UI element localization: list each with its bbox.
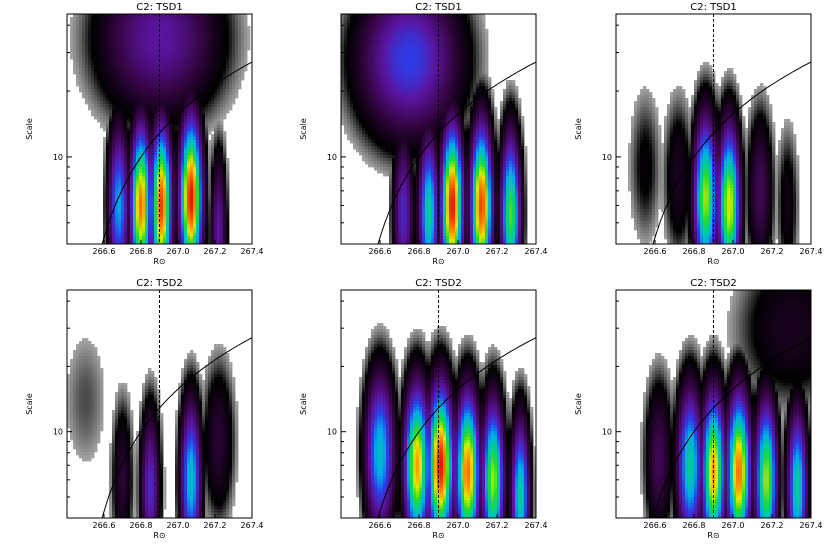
y-tick-label: 10 xyxy=(602,428,612,437)
y-tick-label: 10 xyxy=(327,153,337,162)
panel-5: C2: TSD2 266.6 266.8 267.0 267.2 267.4 R⊙ 10 Sca… xyxy=(299,278,548,540)
plot-frame xyxy=(66,13,253,245)
power-field xyxy=(341,14,528,244)
x-tick-label: 266.8 xyxy=(683,521,706,530)
panel-title: C2: TSD2 xyxy=(415,278,461,289)
x-tick-label: 267.0 xyxy=(167,247,190,256)
y-tick-label: 10 xyxy=(327,428,337,437)
panel-title: C2: TSD2 xyxy=(136,278,182,289)
plot-frame xyxy=(340,13,537,245)
x-tick-label: 266.6 xyxy=(93,247,116,256)
x-tick-label: 267.2 xyxy=(486,521,509,530)
x-tick-label: 266.6 xyxy=(644,521,667,530)
panel-1: C2: TSD1 266.6 266.8 267.0 267.2 267.4 R⊙ 10 Sca… xyxy=(25,2,264,266)
y-axis-label: Scale xyxy=(299,393,308,415)
x-tick-label: 267.2 xyxy=(204,521,227,530)
x-tick-label: 267.2 xyxy=(486,247,509,256)
y-tick-label: 10 xyxy=(602,153,612,162)
cone-of-influence-curve xyxy=(652,61,811,244)
power-field xyxy=(67,338,239,518)
x-tick-label: 267.0 xyxy=(447,247,470,256)
x-tick-label: 267.4 xyxy=(800,247,823,256)
y-axis-label: Scale xyxy=(574,393,583,415)
y-axis-label: Scale xyxy=(25,393,34,415)
y-axis-label: Scale xyxy=(574,118,583,140)
x-axis-label: R⊙ xyxy=(153,531,165,540)
plot-frame xyxy=(66,289,253,519)
x-tick-label: 267.0 xyxy=(722,521,745,530)
y-tick-label: 10 xyxy=(53,153,63,162)
x-tick-label: 267.4 xyxy=(525,521,548,530)
cone-of-influence-curve xyxy=(652,337,811,518)
x-axis-label: R⊙ xyxy=(707,257,719,266)
x-tick-label: 266.8 xyxy=(408,247,431,256)
panel-4: C2: TSD2 266.6 266.8 267.0 267.2 267.4 R⊙ 10 Sca… xyxy=(25,278,264,540)
y-axis-label: Scale xyxy=(299,118,308,140)
panel-3: C2: TSD1 266.6 266.8 267.0 267.2 267.4 R⊙ 10 Sca… xyxy=(574,2,823,266)
panel-title: C2: TSD1 xyxy=(136,2,182,13)
panel-2: C2: TSD1 266.6 266.8 267.0 267.2 267.4 R⊙ 10 Sca… xyxy=(299,2,548,266)
x-axis-label: R⊙ xyxy=(432,257,444,266)
x-tick-label: 267.4 xyxy=(241,521,264,530)
x-tick-label: 267.4 xyxy=(241,247,264,256)
plot-frame xyxy=(615,13,812,245)
cone-of-influence-curve xyxy=(377,337,536,518)
y-axis-label: Scale xyxy=(25,118,34,140)
x-tick-label: 266.6 xyxy=(644,247,667,256)
x-tick-label: 267.4 xyxy=(800,521,823,530)
x-tick-label: 266.8 xyxy=(683,247,706,256)
plot-frame xyxy=(340,289,537,519)
x-tick-label: 266.8 xyxy=(130,247,153,256)
x-axis-label: R⊙ xyxy=(707,531,719,540)
x-tick-label: 267.4 xyxy=(525,247,548,256)
x-tick-label: 266.6 xyxy=(369,247,392,256)
plot-frame xyxy=(615,289,812,519)
x-axis-label: R⊙ xyxy=(432,531,444,540)
panel-title: C2: TSD1 xyxy=(415,2,461,13)
cone-of-influence-curve xyxy=(101,337,252,518)
x-tick-label: 267.0 xyxy=(447,521,470,530)
power-field xyxy=(640,290,811,518)
panel-title: C2: TSD1 xyxy=(690,2,736,13)
x-axis-label: R⊙ xyxy=(153,257,165,266)
x-tick-label: 266.6 xyxy=(369,521,392,530)
cone-of-influence-curve xyxy=(101,61,252,244)
power-field xyxy=(70,14,251,244)
x-tick-label: 266.6 xyxy=(93,521,116,530)
x-tick-label: 267.0 xyxy=(167,521,190,530)
panel-title: C2: TSD2 xyxy=(690,278,736,289)
x-tick-label: 267.2 xyxy=(761,521,784,530)
x-tick-label: 266.8 xyxy=(408,521,431,530)
y-tick-label: 10 xyxy=(53,428,63,437)
power-field xyxy=(356,323,536,518)
x-tick-label: 267.2 xyxy=(761,247,784,256)
x-tick-label: 267.0 xyxy=(722,247,745,256)
x-tick-label: 267.2 xyxy=(204,247,227,256)
x-tick-label: 266.8 xyxy=(130,521,153,530)
panel-6: C2: TSD2 266.6 266.8 267.0 267.2 267.4 R⊙ 10 Sca… xyxy=(574,278,823,540)
cone-of-influence-curve xyxy=(377,61,536,244)
